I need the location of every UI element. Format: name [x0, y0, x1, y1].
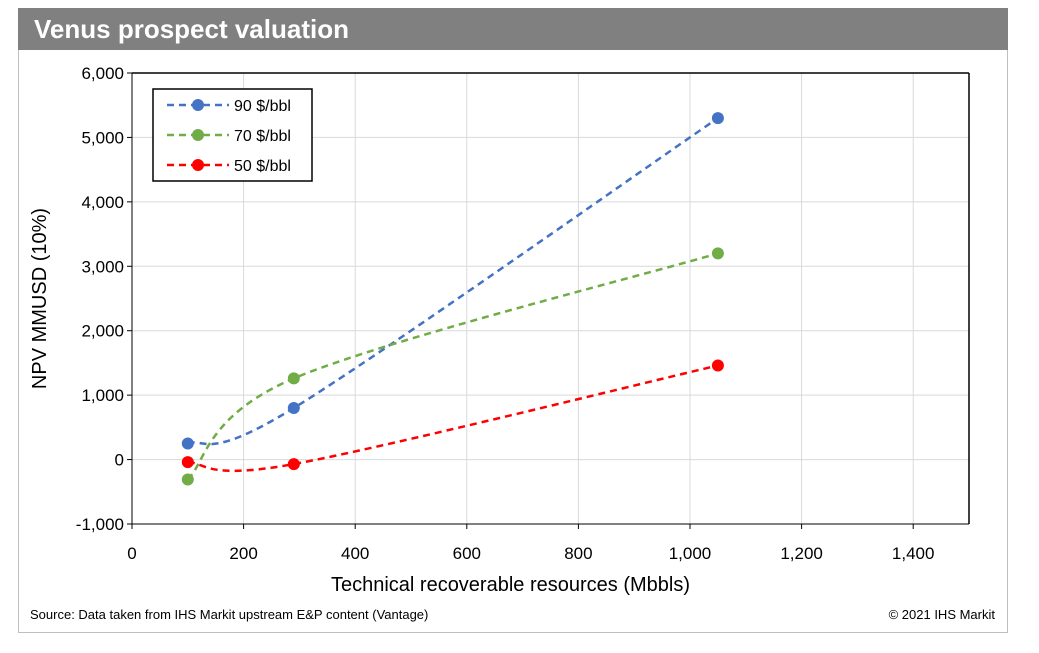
x-tick-label: 1,000 — [669, 544, 712, 563]
legend-label: 90 $/bbl — [234, 98, 291, 115]
legend-label: 50 $/bbl — [234, 158, 291, 175]
y-tick-label: 6,000 — [81, 64, 124, 83]
y-tick-label: 5,000 — [81, 128, 124, 147]
x-axis-label: Technical recoverable resources (Mbbls) — [331, 574, 690, 596]
legend-swatch-marker — [192, 129, 204, 141]
x-tick-label: 0 — [127, 544, 136, 563]
data-point — [711, 359, 724, 372]
x-tick-label: 600 — [453, 544, 481, 563]
data-point — [181, 437, 194, 450]
x-tick-label: 400 — [341, 544, 369, 563]
legend-label: 70 $/bbl — [234, 128, 291, 145]
chart-title: Venus prospect valuation — [34, 14, 349, 44]
source-note: Source: Data taken from IHS Markit upstr… — [30, 607, 429, 622]
series-line-2 — [187, 364, 719, 473]
x-tick-label: 800 — [564, 544, 592, 563]
copyright-note: © 2021 IHS Markit — [888, 607, 995, 622]
y-tick-label: 3,000 — [81, 257, 124, 276]
data-point — [711, 247, 724, 260]
x-tick-label: 200 — [229, 544, 257, 563]
data-point — [287, 372, 300, 385]
series-line-1 — [186, 252, 719, 481]
y-tick-label: -1,000 — [76, 515, 124, 534]
data-point — [287, 402, 300, 415]
data-point — [287, 458, 300, 471]
x-tick-label: 1,400 — [892, 544, 935, 563]
y-tick-label: 1,000 — [81, 386, 124, 405]
data-point — [181, 456, 194, 469]
legend-swatch-marker — [192, 159, 204, 171]
y-axis-label: NPV MMUSD (10%) — [29, 208, 51, 389]
data-point — [711, 112, 724, 125]
title-bar: Venus prospect valuation — [18, 8, 1008, 50]
series-line-0 — [187, 117, 719, 446]
data-point — [181, 473, 194, 486]
y-tick-label: 0 — [115, 451, 124, 470]
x-tick-label: 1,200 — [780, 544, 823, 563]
legend-swatch-marker — [192, 99, 204, 111]
y-tick-label: 2,000 — [81, 322, 124, 341]
y-tick-label: 4,000 — [81, 193, 124, 212]
